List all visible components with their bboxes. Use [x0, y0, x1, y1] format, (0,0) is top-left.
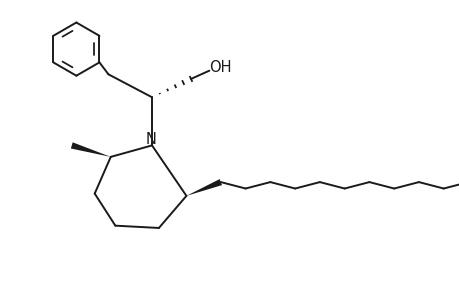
Text: N: N: [145, 132, 156, 147]
Polygon shape: [186, 179, 222, 196]
Text: OH: OH: [208, 60, 231, 75]
Polygon shape: [71, 142, 111, 157]
